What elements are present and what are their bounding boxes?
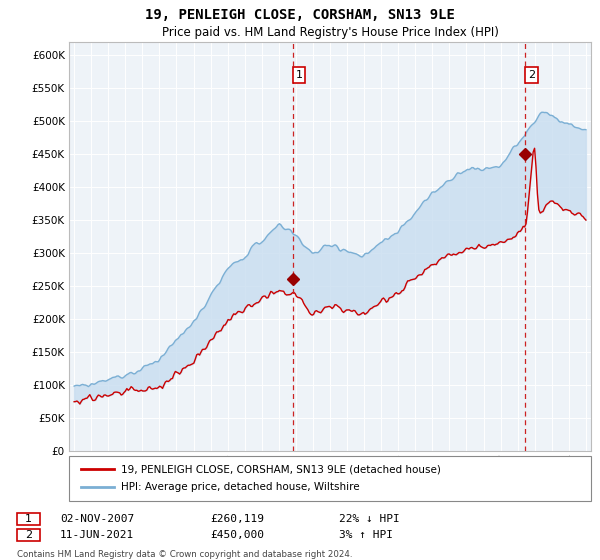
Text: 2: 2 (25, 530, 32, 540)
Title: Price paid vs. HM Land Registry's House Price Index (HPI): Price paid vs. HM Land Registry's House … (161, 26, 499, 39)
Text: 19, PENLEIGH CLOSE, CORSHAM, SN13 9LE: 19, PENLEIGH CLOSE, CORSHAM, SN13 9LE (145, 8, 455, 22)
Text: 1: 1 (296, 70, 303, 80)
Text: 3% ↑ HPI: 3% ↑ HPI (339, 530, 393, 540)
Text: 22% ↓ HPI: 22% ↓ HPI (339, 514, 400, 524)
Text: Contains HM Land Registry data © Crown copyright and database right 2024.
This d: Contains HM Land Registry data © Crown c… (17, 550, 352, 560)
Text: 1: 1 (25, 514, 32, 524)
Text: HPI: Average price, detached house, Wiltshire: HPI: Average price, detached house, Wilt… (121, 482, 360, 492)
Text: £260,119: £260,119 (210, 514, 264, 524)
Text: 11-JUN-2021: 11-JUN-2021 (60, 530, 134, 540)
Text: 19, PENLEIGH CLOSE, CORSHAM, SN13 9LE (detached house): 19, PENLEIGH CLOSE, CORSHAM, SN13 9LE (d… (121, 464, 441, 474)
Text: £450,000: £450,000 (210, 530, 264, 540)
Text: 2: 2 (528, 70, 535, 80)
Text: 02-NOV-2007: 02-NOV-2007 (60, 514, 134, 524)
